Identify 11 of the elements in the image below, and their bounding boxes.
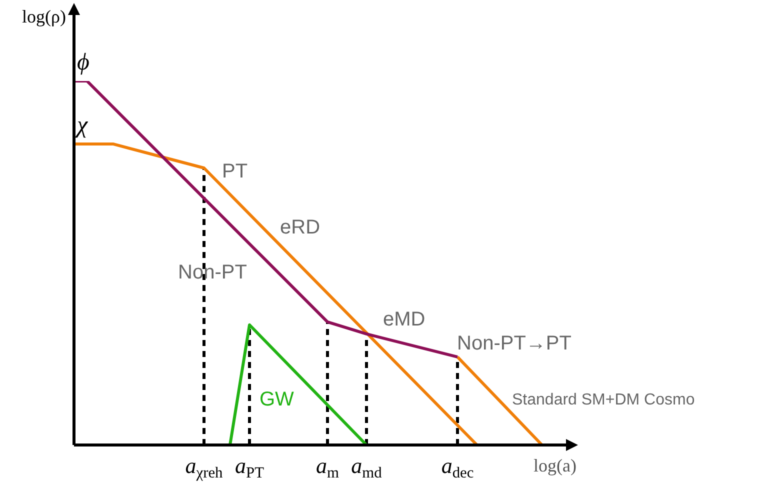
annotation: eMD: [383, 308, 426, 331]
annotation: Standard SM+DM Cosmo: [512, 391, 695, 408]
series-label: χ: [75, 112, 89, 138]
x-axis-title: log(a): [534, 456, 576, 476]
y-axis-title: log(ρ): [22, 6, 66, 27]
annotation: PT: [222, 160, 248, 183]
annotation: Non-PT: [178, 262, 247, 284]
series-label: ϕ: [77, 49, 90, 76]
series-label: GW: [260, 388, 294, 410]
annotation: eRD: [280, 216, 320, 239]
annotation: Non-PT→PT: [457, 332, 572, 355]
